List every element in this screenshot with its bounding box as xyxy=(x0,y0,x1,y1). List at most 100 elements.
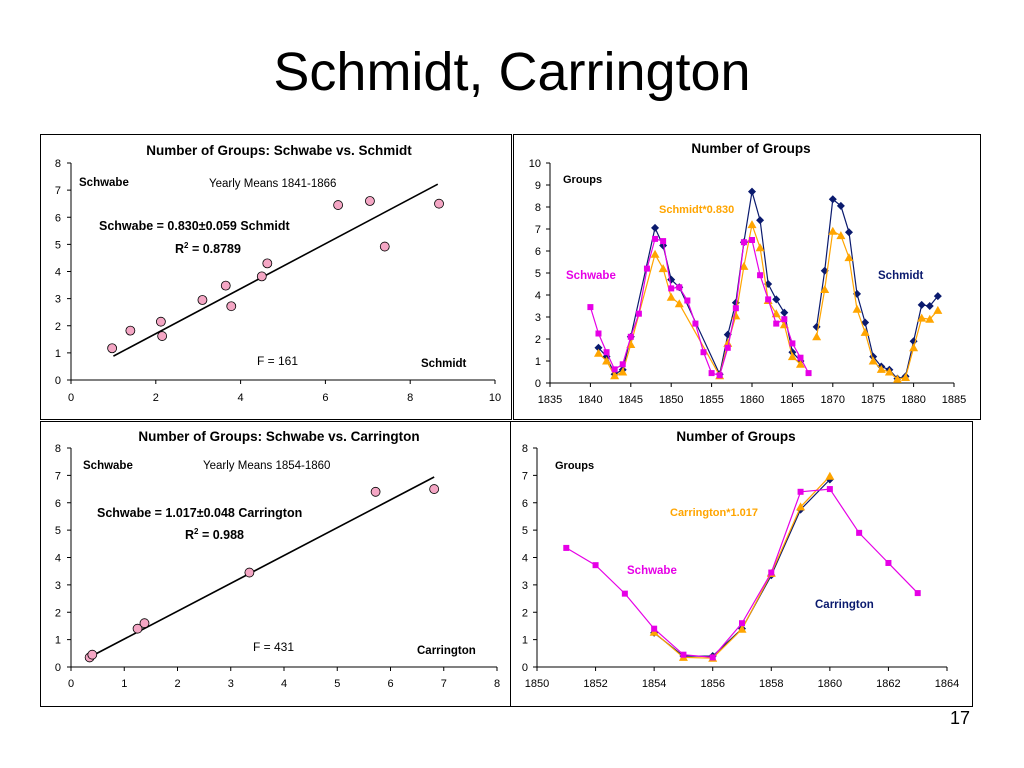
square-marker xyxy=(768,569,775,576)
triangle-marker xyxy=(650,249,660,258)
x-tick-label: 1845 xyxy=(619,394,643,406)
y-tick-label: 1 xyxy=(55,348,61,360)
square-marker xyxy=(805,370,812,377)
square-marker xyxy=(732,305,739,312)
y-tick-label: 1 xyxy=(535,356,541,368)
axes: 0 1 2 3 4 5 6 7 8 1850 1852 1854 1856 1858 1860 1862 186… xyxy=(522,443,959,690)
chart-panel-groups-carrington: Number of Groups Groups Carrington*1.017… xyxy=(510,421,973,707)
chart-panel-groups-schmidt: Number of Groups Groups Schmidt*0.830 Sc… xyxy=(513,134,981,420)
regression-equation: Schwabe = 0.830±0.059 Schmidt xyxy=(99,219,290,233)
series-schwabe xyxy=(587,235,812,379)
square-marker xyxy=(563,544,570,551)
y-tick-label: 3 xyxy=(55,580,61,592)
x-tick-label: 1862 xyxy=(876,678,900,690)
scatter-point xyxy=(132,623,143,634)
slide-title: Schmidt, Carrington xyxy=(273,42,751,102)
x-tick-label: 1856 xyxy=(700,678,724,690)
x-tick-label: 1864 xyxy=(935,678,959,690)
square-marker xyxy=(797,354,804,361)
scatter-point xyxy=(365,196,375,206)
y-tick-label: 2 xyxy=(535,334,541,346)
y-tick-label: 5 xyxy=(522,525,528,537)
square-marker xyxy=(651,625,658,632)
x-tick-label: 1860 xyxy=(818,678,842,690)
chart-title: Number of Groups xyxy=(691,141,810,156)
scatter-point xyxy=(155,316,166,327)
series-label-schmidt-scaled: Schmidt*0.830 xyxy=(659,204,734,216)
triangle-marker xyxy=(649,627,659,636)
square-marker xyxy=(749,237,755,243)
chart-panel-schwabe-vs-carrington: Number of Groups: Schwabe vs. Carrington… xyxy=(40,421,512,707)
triangle-marker xyxy=(901,373,911,381)
y-tick-label: 4 xyxy=(55,553,61,565)
x-tick-label: 1880 xyxy=(901,394,925,406)
y-tick-label: 0 xyxy=(55,375,61,387)
series-line xyxy=(816,230,939,380)
x-tick-label: 6 xyxy=(387,678,393,690)
y-tick-label: 5 xyxy=(535,268,541,280)
square-marker xyxy=(797,488,804,495)
square-marker xyxy=(789,340,796,347)
y-tick-label: 2 xyxy=(55,321,61,333)
x-tick-label: 8 xyxy=(407,392,413,404)
y-tick-label: 5 xyxy=(55,525,61,537)
r-squared-label: R2 = 0.988 xyxy=(185,527,244,542)
y-tick-label: 0 xyxy=(535,378,541,390)
triangle-marker xyxy=(602,356,612,365)
triangle-marker xyxy=(812,332,822,341)
y-tick-label: 4 xyxy=(522,553,528,565)
square-marker xyxy=(603,349,610,356)
x-tick-label: 1865 xyxy=(780,394,804,406)
triangle-marker xyxy=(610,371,620,380)
triangle-marker xyxy=(836,231,846,240)
triangle-marker xyxy=(876,364,886,373)
x-inside-label: Carrington xyxy=(417,645,476,657)
triangle-marker xyxy=(828,226,838,235)
scatter-point xyxy=(139,618,150,629)
scatter-points xyxy=(84,484,440,663)
scatter-point xyxy=(125,325,136,336)
chart-subtitle: Yearly Means 1854-1860 xyxy=(203,460,330,472)
scatter-point xyxy=(107,343,118,354)
diamond-marker xyxy=(772,295,781,304)
y-tick-label: 3 xyxy=(535,312,541,324)
x-tick-label: 1875 xyxy=(861,394,885,406)
triangle-marker xyxy=(884,367,894,376)
triangle-marker xyxy=(825,471,835,480)
y-tick-label: 3 xyxy=(55,294,61,306)
scatter-points xyxy=(107,196,444,354)
regression-equation: Schwabe = 1.017±0.048 Carrington xyxy=(97,506,302,520)
chart-subtitle: Yearly Means 1841-1866 xyxy=(209,178,336,190)
chart-title: Number of Groups xyxy=(676,429,795,444)
diamond-marker xyxy=(748,187,756,196)
square-marker xyxy=(716,372,723,379)
x-tick-label: 1835 xyxy=(538,394,562,406)
diamond-marker xyxy=(828,195,837,204)
triangle-marker xyxy=(737,624,747,633)
triangle-marker xyxy=(909,343,919,352)
square-marker xyxy=(773,320,780,327)
x-tick-label: 0 xyxy=(68,392,74,404)
square-marker xyxy=(660,238,667,245)
triangle-marker xyxy=(796,502,806,511)
y-tick-label: 0 xyxy=(55,662,61,674)
triangle-marker xyxy=(739,261,749,270)
square-marker xyxy=(885,559,892,566)
x-tick-label: 6 xyxy=(322,392,328,404)
square-marker xyxy=(739,620,745,627)
y-tick-label: 5 xyxy=(55,239,61,251)
triangle-marker xyxy=(674,299,684,308)
x-tick-label: 1840 xyxy=(578,394,602,406)
scatter-chart-carrington: Number of Groups: Schwabe vs. Carrington… xyxy=(55,429,500,690)
scatter-point xyxy=(333,200,344,210)
chart-title: Number of Groups: Schwabe vs. Schmidt xyxy=(146,143,412,158)
x-tick-label: 1860 xyxy=(740,394,764,406)
scatter-point xyxy=(197,295,208,305)
y-tick-label: 8 xyxy=(535,202,541,214)
triangle-marker xyxy=(658,264,668,273)
y-inside-label: Schwabe xyxy=(79,177,129,189)
y-tick-label: 0 xyxy=(522,662,528,674)
y-tick-label: 8 xyxy=(55,158,61,170)
triangle-marker xyxy=(820,285,830,293)
triangle-marker xyxy=(618,367,628,376)
